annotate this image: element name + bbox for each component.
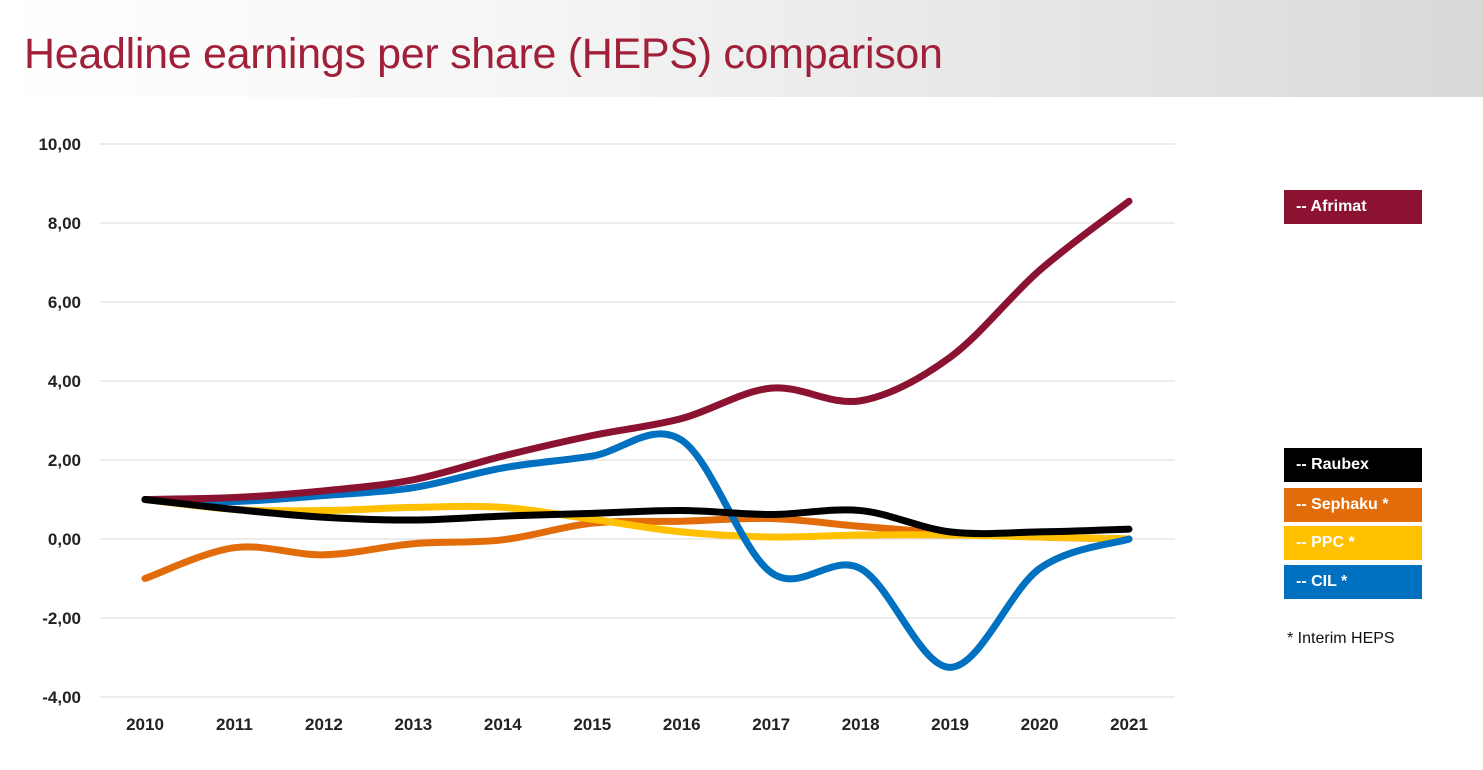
series-line-cil (141, 430, 1133, 671)
x-tick-label: 2012 (305, 715, 343, 734)
x-tick-label: 2016 (663, 715, 701, 734)
y-axis-ticks: 10,00 8,00 6,00 4,00 2,00 0,00 -2,00 -4,00 (38, 135, 81, 707)
header-banner: Headline earnings per share (HEPS) compa… (0, 0, 1483, 97)
x-tick-label: 2013 (394, 715, 432, 734)
x-tick-label: 2018 (842, 715, 880, 734)
x-tick-label: 2020 (1021, 715, 1059, 734)
y-tick-label: 0,00 (48, 530, 81, 549)
y-tick-label: 6,00 (48, 293, 81, 312)
legend-item-afrimat[interactable]: -- Afrimat (1284, 190, 1422, 224)
x-tick-label: 2021 (1110, 715, 1148, 734)
series-line-raubex (141, 496, 1133, 538)
legend-item-cil[interactable]: -- CIL * (1284, 565, 1422, 599)
y-tick-label: -2,00 (42, 609, 81, 628)
series-lines (141, 197, 1133, 671)
x-tick-label: 2010 (126, 715, 164, 734)
x-tick-label: 2019 (931, 715, 969, 734)
x-tick-label: 2011 (216, 715, 253, 734)
legend-item-sephaku[interactable]: -- Sephaku * (1284, 488, 1422, 522)
y-tick-label: -4,00 (42, 688, 81, 707)
legend-item-raubex[interactable]: -- Raubex (1284, 448, 1422, 482)
interim-heps-note: * Interim HEPS (1287, 630, 1395, 647)
x-tick-label: 2015 (573, 715, 611, 734)
y-tick-label: 4,00 (48, 372, 81, 391)
gridlines (100, 143, 1175, 698)
y-tick-label: 2,00 (48, 451, 81, 470)
page-title: Headline earnings per share (HEPS) compa… (24, 30, 943, 78)
x-axis-ticks: 2010 2011 2012 2013 2014 2015 2016 2017 2018 2019… (126, 715, 1148, 734)
y-tick-label: 8,00 (48, 214, 81, 233)
legend-item-ppc[interactable]: -- PPC * (1284, 526, 1422, 560)
x-tick-label: 2017 (752, 715, 790, 734)
series-line-afrimat (141, 197, 1133, 503)
x-tick-label: 2014 (484, 715, 522, 734)
y-tick-label: 10,00 (38, 135, 81, 154)
